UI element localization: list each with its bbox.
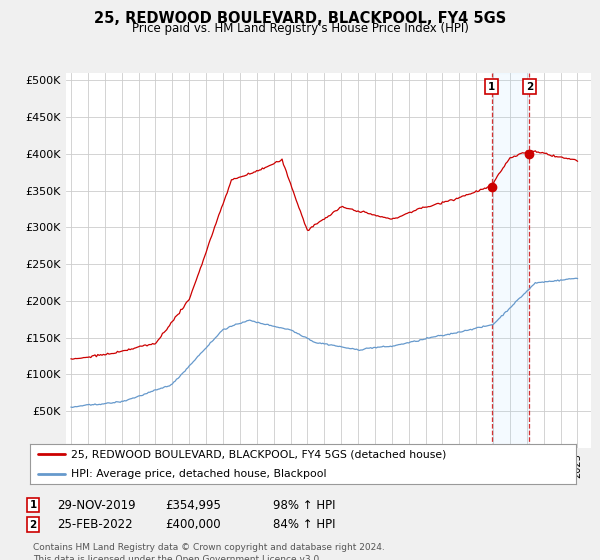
Bar bbox=[491, 73, 529, 448]
Text: £354,995: £354,995 bbox=[165, 498, 221, 512]
Text: 1: 1 bbox=[488, 82, 495, 92]
Text: 84% ↑ HPI: 84% ↑ HPI bbox=[273, 518, 335, 531]
Text: 2: 2 bbox=[29, 520, 37, 530]
Text: 2: 2 bbox=[526, 82, 533, 92]
Text: 25, REDWOOD BOULEVARD, BLACKPOOL, FY4 5GS: 25, REDWOOD BOULEVARD, BLACKPOOL, FY4 5G… bbox=[94, 11, 506, 26]
Text: 98% ↑ HPI: 98% ↑ HPI bbox=[273, 498, 335, 512]
Text: £400,000: £400,000 bbox=[165, 518, 221, 531]
Text: Contains HM Land Registry data © Crown copyright and database right 2024.
This d: Contains HM Land Registry data © Crown c… bbox=[33, 543, 385, 560]
Text: HPI: Average price, detached house, Blackpool: HPI: Average price, detached house, Blac… bbox=[71, 469, 326, 479]
Text: 25, REDWOOD BOULEVARD, BLACKPOOL, FY4 5GS (detached house): 25, REDWOOD BOULEVARD, BLACKPOOL, FY4 5G… bbox=[71, 449, 446, 459]
Text: Price paid vs. HM Land Registry's House Price Index (HPI): Price paid vs. HM Land Registry's House … bbox=[131, 22, 469, 35]
Text: 29-NOV-2019: 29-NOV-2019 bbox=[57, 498, 136, 512]
Text: 1: 1 bbox=[29, 500, 37, 510]
Text: 25-FEB-2022: 25-FEB-2022 bbox=[57, 518, 133, 531]
